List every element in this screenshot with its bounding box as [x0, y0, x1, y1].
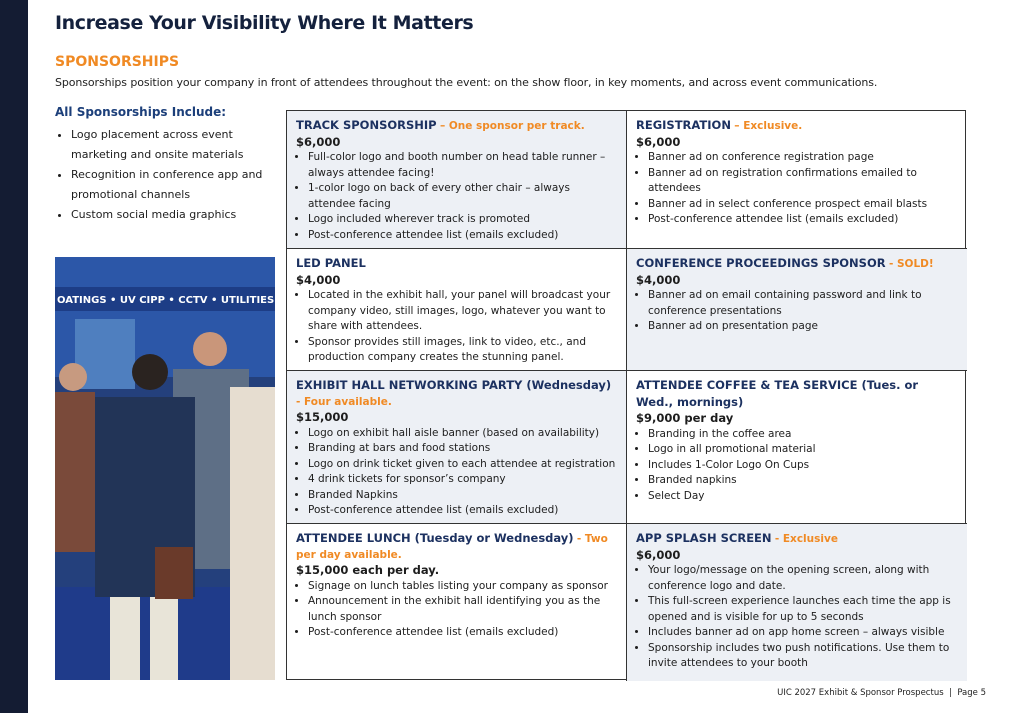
cell-note: - SOLD! [888, 258, 934, 270]
cell-item: Post-conference attendee list (emails ex… [308, 625, 617, 641]
cell-item: Sponsor provides still images, link to v… [308, 335, 617, 366]
cell-note: – One sponsor per track. [439, 120, 585, 132]
footer: UIC 2027 Exhibit & Sponsor Prospectus | … [777, 688, 986, 698]
cell-title: APP SPLASH SCREEN [636, 531, 772, 545]
cell-item: Your logo/message on the opening screen,… [648, 563, 958, 594]
cell-price: $6,000 [636, 547, 681, 562]
cell-note: - Two per day available. [296, 533, 608, 561]
cell-item: This full-screen experience launches eac… [648, 594, 958, 625]
cell-item: Announcement in the exhibit hall identif… [308, 594, 617, 625]
cell-item: 4 drink tickets for sponsor’s company [308, 472, 617, 488]
cell-item: Logo in all promotional material [648, 442, 958, 458]
side-strip [0, 0, 28, 713]
cell-item: Branding at bars and food stations [308, 441, 617, 457]
cell-item: Branded napkins [648, 473, 958, 489]
banner-text: OATINGS • UV CIPP • CCTV • UTILITIES [57, 295, 274, 306]
cell-item: Includes 1-Color Logo On Cups [648, 458, 958, 474]
section-intro: Sponsorships position your company in fr… [55, 76, 878, 89]
cell-item: Branded Napkins [308, 488, 617, 504]
cell-item: Includes banner ad on app home screen – … [648, 625, 958, 641]
includes-list: Logo placement across event marketing an… [55, 125, 275, 225]
include-item: Logo placement across event marketing an… [71, 125, 275, 165]
cell-price: $6,000 [636, 134, 681, 149]
cell-item: Logo included wherever track is promoted [308, 212, 617, 228]
cell-title: TRACK SPONSORSHIP [296, 118, 437, 132]
sponsorship-cell: CONFERENCE PROCEEDINGS SPONSOR - SOLD! $4… [627, 249, 967, 371]
cell-heading: APP SPLASH SCREEN - Exclusive [636, 531, 958, 548]
cell-heading: ATTENDEE COFFEE & TEA SERVICE (Tues. or … [636, 378, 958, 411]
cell-item: Banner ad on email containing password a… [648, 288, 958, 319]
sponsorship-cell: LED PANEL $4,000Located in the exhibit ha… [287, 249, 627, 371]
includes: All Sponsorships Include: Logo placement… [55, 105, 275, 225]
cell-heading: EXHIBIT HALL NETWORKING PARTY (Wednesday… [296, 378, 617, 410]
cell-note: - Four available. [296, 395, 392, 408]
includes-heading: All Sponsorships Include: [55, 105, 227, 119]
sponsorship-cell: REGISTRATION – Exclusive.$6,000Banner ad… [627, 111, 967, 249]
cell-item: Banner ad in select conference prospect … [648, 197, 958, 213]
event-photo: OATINGS • UV CIPP • CCTV • UTILITIES [55, 257, 275, 680]
cell-title: LED PANEL [296, 256, 366, 270]
cell-item: Branding in the coffee area [648, 427, 958, 443]
cell-price: $4,000 [296, 272, 341, 287]
cell-item: Located in the exhibit hall, your panel … [308, 288, 617, 335]
cell-item: Banner ad on presentation page [648, 319, 958, 335]
cell-heading: LED PANEL [296, 256, 617, 273]
cell-item: Select Day [648, 489, 958, 505]
cell-title: CONFERENCE PROCEEDINGS SPONSOR [636, 256, 886, 270]
cell-item: Logo on exhibit hall aisle banner (based… [308, 426, 617, 442]
cell-list: Logo on exhibit hall aisle banner (based… [296, 426, 617, 519]
cell-list: Signage on lunch tables listing your com… [296, 579, 617, 641]
cell-price: $6,000 [296, 134, 341, 149]
cell-heading: CONFERENCE PROCEEDINGS SPONSOR - SOLD! [636, 256, 958, 273]
cell-title: REGISTRATION [636, 118, 731, 132]
cell-list: Banner ad on conference registration pag… [636, 150, 958, 228]
page-title: Increase Your Visibility Where It Matter… [55, 12, 474, 34]
cell-title: ATTENDEE COFFEE & TEA SERVICE (Tues. or … [636, 378, 919, 409]
page-number: Page 5 [957, 688, 986, 698]
cell-title: EXHIBIT HALL NETWORKING PARTY (Wednesday… [296, 378, 612, 392]
sponsorship-cell: ATTENDEE COFFEE & TEA SERVICE (Tues. or … [627, 371, 967, 524]
cell-list: Branding in the coffee areaLogo in all p… [636, 427, 958, 505]
cell-item: Post-conference attendee list (emails ex… [308, 503, 617, 519]
include-item: Custom social media graphics [71, 205, 275, 225]
cell-price: $15,000 each per day. [296, 563, 440, 577]
cell-list: Banner ad on email containing password a… [636, 288, 958, 335]
cell-item: Banner ad on registration confirmations … [648, 166, 958, 197]
cell-item: Full-color logo and booth number on head… [308, 150, 617, 181]
section-heading: SPONSORSHIPS [55, 54, 180, 70]
sponsorship-cell: EXHIBIT HALL NETWORKING PARTY (Wednesday… [287, 371, 627, 524]
cell-price: $4,000 [636, 272, 681, 287]
cell-list: Your logo/message on the opening screen,… [636, 563, 958, 672]
cell-price: $15,000 [296, 410, 349, 424]
cell-list: Located in the exhibit hall, your panel … [296, 288, 617, 366]
cell-list: Full-color logo and booth number on head… [296, 150, 617, 243]
sponsorship-cell: ATTENDEE LUNCH (Tuesday or Wednesday) - … [287, 524, 627, 681]
cell-price: $9,000 per day [636, 411, 734, 425]
sponsorship-cell: TRACK SPONSORSHIP – One sponsor per trac… [287, 111, 627, 249]
cell-heading: ATTENDEE LUNCH (Tuesday or Wednesday) - … [296, 531, 617, 563]
cell-item: Post-conference attendee list (emails ex… [308, 228, 617, 244]
cell-item: Signage on lunch tables listing your com… [308, 579, 617, 595]
cell-title: ATTENDEE LUNCH (Tuesday or Wednesday) [296, 531, 574, 545]
cell-note: – Exclusive. [734, 120, 803, 132]
sponsorship-table: TRACK SPONSORSHIP – One sponsor per trac… [286, 110, 967, 681]
include-item: Recognition in conference app and promot… [71, 165, 275, 205]
sponsorship-cell: APP SPLASH SCREEN - Exclusive$6,000Your … [627, 524, 967, 681]
cell-item: Banner ad on conference registration pag… [648, 150, 958, 166]
publication: UIC 2027 Exhibit & Sponsor Prospectus [777, 688, 944, 698]
cell-heading: TRACK SPONSORSHIP – One sponsor per trac… [296, 118, 617, 135]
cell-heading: REGISTRATION – Exclusive. [636, 118, 958, 135]
cell-note: - Exclusive [774, 533, 838, 545]
cell-item: Sponsorship includes two push notificati… [648, 641, 958, 672]
cell-item: Logo on drink ticket given to each atten… [308, 457, 617, 473]
cell-item: Post-conference attendee list (emails ex… [648, 212, 958, 228]
cell-item: 1-color logo on back of every other chai… [308, 181, 617, 212]
